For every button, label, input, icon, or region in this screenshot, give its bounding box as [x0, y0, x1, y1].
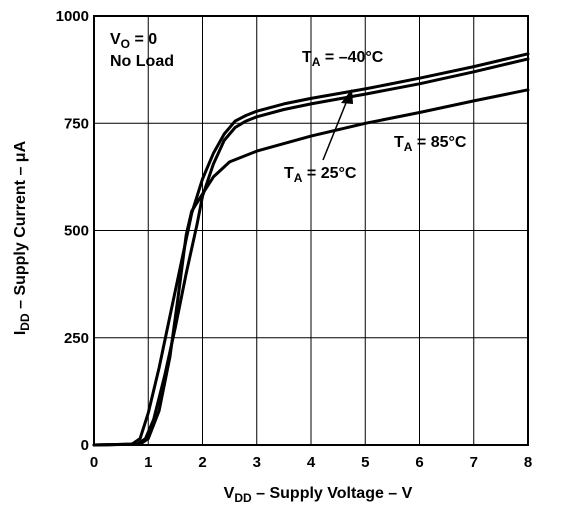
y-tick-label: 500 — [64, 223, 89, 240]
x-axis-label-rest: – Supply Voltage – V — [252, 485, 413, 502]
x-tick-label: 3 — [253, 454, 261, 471]
x-tick-label: 7 — [470, 454, 478, 471]
pointer-arrowhead — [341, 89, 353, 104]
x-tick-label: 1 — [144, 454, 152, 471]
y-axis-label: IDD – Supply Current – μA — [12, 140, 32, 335]
condition-vo-main: V — [110, 31, 121, 48]
condition-vo-rest: = 0 — [130, 31, 157, 48]
x-tick-label: 4 — [307, 454, 316, 471]
y-axis-label-rest: – Supply Current – μA — [12, 140, 29, 313]
plot-frame — [93, 15, 529, 446]
x-axis-label-main: V — [224, 485, 235, 502]
series-label-minus40: TA = –40°C — [302, 49, 384, 69]
x-tick-label: 6 — [415, 454, 423, 471]
series-line-85 — [92, 88, 530, 447]
series-label-85: TA = 85°C — [394, 134, 467, 154]
pointer-arrow-line — [322, 97, 349, 161]
y-axis-label-main: I — [12, 331, 29, 335]
series-label-25-main: T — [284, 165, 294, 182]
condition-vo-sub: O — [121, 37, 130, 51]
series-label-minus40-sub: A — [312, 55, 321, 69]
y-tick-label: 250 — [64, 330, 89, 347]
series-label-25: TA = 25°C — [284, 165, 357, 185]
series-label-minus40-rest: = –40°C — [320, 49, 383, 66]
y-tick-label: 1000 — [56, 8, 89, 25]
y-axis-label-sub: DD — [18, 313, 32, 331]
series-label-25-rest: = 25°C — [302, 165, 356, 182]
series-line-25 — [92, 57, 530, 447]
condition-vo-label: VO = 0 — [110, 31, 157, 51]
x-tick-label: 5 — [361, 454, 369, 471]
series-label-85-rest: = 85°C — [412, 134, 466, 151]
series-label-85-sub: A — [404, 140, 413, 154]
y-tick-label: 0 — [81, 437, 89, 454]
series-label-85-main: T — [394, 134, 404, 151]
series-line-minus40 — [92, 52, 530, 447]
x-tick-label: 0 — [90, 454, 98, 471]
series-lines — [92, 52, 530, 447]
y-tick-label: 750 — [64, 115, 89, 132]
grid — [94, 16, 528, 445]
x-tick-label: 2 — [198, 454, 206, 471]
tick-labels: 0 1 2 3 4 5 6 7 8 0 250 500 750 1000 — [56, 8, 533, 471]
x-axis-label: VDD – Supply Voltage – V — [224, 485, 413, 505]
x-tick-label: 8 — [524, 454, 532, 471]
series-label-25-sub: A — [294, 171, 303, 185]
series-label-minus40-main: T — [302, 49, 312, 66]
x-axis-label-sub: DD — [234, 491, 252, 505]
condition-load-label: No Load — [110, 53, 174, 70]
